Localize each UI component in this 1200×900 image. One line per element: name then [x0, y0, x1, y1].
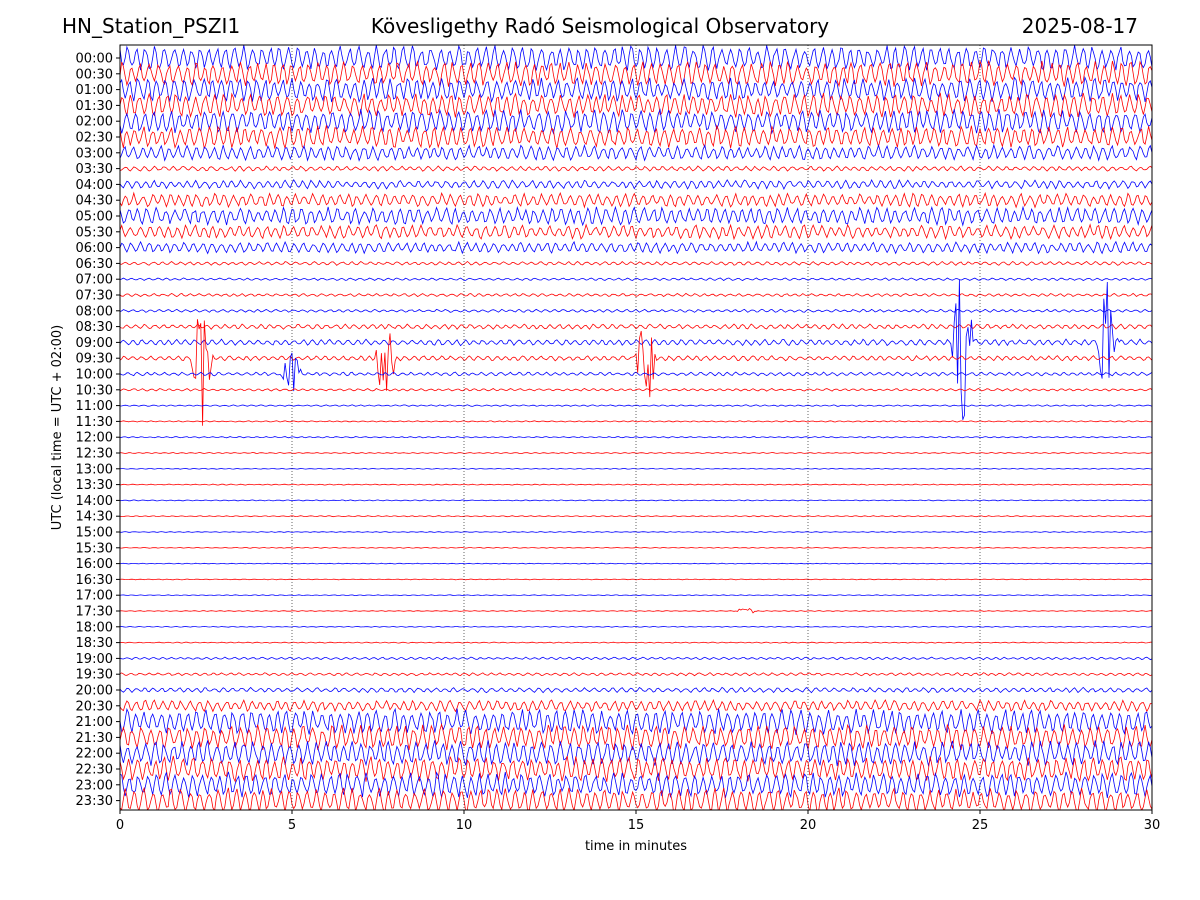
y-tick-label: 10:30: [76, 383, 113, 398]
x-tick-label: 0: [116, 818, 124, 833]
x-tick-label: 5: [288, 818, 296, 833]
y-tick-label: 16:00: [76, 557, 113, 572]
y-tick-label: 01:30: [76, 99, 113, 114]
y-tick-label: 21:30: [76, 731, 113, 746]
y-tick-label: 13:00: [76, 462, 113, 477]
y-tick-label: 01:00: [76, 83, 113, 98]
trace-row: [120, 607, 1152, 614]
y-tick-label: 18:00: [76, 620, 113, 635]
y-tick-label: 08:30: [76, 320, 113, 335]
trace-row: [120, 499, 1152, 502]
y-tick-label: 09:30: [76, 352, 113, 367]
y-tick-label: 06:30: [76, 257, 113, 272]
y-tick-label: 18:30: [76, 636, 113, 651]
y-tick-label: 22:30: [76, 763, 113, 778]
y-tick-label: 07:00: [76, 273, 113, 288]
y-tick-label: 14:00: [76, 494, 113, 509]
trace-row: [120, 722, 1152, 752]
x-tick-label: 25: [972, 818, 989, 833]
y-tick-label: 17:30: [76, 605, 113, 620]
trace-row: [120, 771, 1152, 799]
y-tick-label: 15:00: [76, 526, 113, 541]
trace-row: [120, 686, 1152, 694]
y-tick-label: 00:00: [76, 52, 113, 67]
y-tick-label: 06:00: [76, 241, 113, 256]
y-axis-title: UTC (local time = UTC + 02:00): [50, 325, 65, 530]
y-tick-label: 11:30: [76, 415, 113, 430]
y-tick-label: 17:00: [76, 589, 113, 604]
y-tick-label: 23:30: [76, 794, 113, 809]
y-tick-label: 16:30: [76, 573, 113, 588]
y-tick-label: 19:00: [76, 652, 113, 667]
y-tick-label: 11:00: [76, 399, 113, 414]
y-tick-label: 02:00: [76, 115, 113, 130]
y-tick-label: 20:30: [76, 699, 113, 714]
y-tick-label: 04:00: [76, 178, 113, 193]
trace-row: [120, 562, 1152, 565]
y-tick-label: 12:30: [76, 447, 113, 462]
y-tick-label: 05:00: [76, 210, 113, 225]
trace-row: [120, 165, 1152, 172]
y-tick-label: 19:30: [76, 668, 113, 683]
trace-row: [120, 76, 1152, 104]
x-tick-label: 10: [456, 818, 473, 833]
y-tick-label: 00:30: [76, 67, 113, 82]
y-tick-label: 15:30: [76, 541, 113, 556]
x-tick-label: 15: [628, 818, 645, 833]
y-axis-ticks: 00:0000:3001:0001:3002:0002:3003:0003:30…: [76, 52, 120, 809]
y-tick-label: 02:30: [76, 131, 113, 146]
x-tick-label: 30: [1144, 818, 1161, 833]
y-tick-label: 03:30: [76, 162, 113, 177]
trace-row: [120, 707, 1152, 736]
y-tick-label: 04:30: [76, 194, 113, 209]
y-tick-label: 13:30: [76, 478, 113, 493]
trace-row: [120, 594, 1152, 597]
y-tick-label: 10:00: [76, 368, 113, 383]
y-tick-label: 05:30: [76, 225, 113, 240]
y-tick-label: 09:00: [76, 336, 113, 351]
y-tick-label: 03:00: [76, 146, 113, 161]
record-date: 2025-08-17: [1021, 14, 1138, 38]
x-axis-ticks: 0 5 10 15 20 25 30: [116, 810, 1160, 833]
y-tick-label: 23:00: [76, 778, 113, 793]
y-tick-label: 20:00: [76, 684, 113, 699]
trace-row: [120, 483, 1152, 486]
y-tick-label: 21:00: [76, 715, 113, 730]
y-tick-label: 22:00: [76, 747, 113, 762]
trace-row: [120, 625, 1152, 628]
trace-row: [120, 546, 1152, 549]
y-tick-label: 07:30: [76, 289, 113, 304]
trace-row: [120, 436, 1152, 439]
trace-row: [120, 240, 1152, 255]
x-axis-title: time in minutes: [585, 839, 687, 854]
y-tick-label: 12:00: [76, 431, 113, 446]
trace-row: [120, 178, 1152, 190]
y-tick-label: 14:30: [76, 510, 113, 525]
x-tick-label: 20: [800, 818, 817, 833]
trace-row: [120, 223, 1152, 241]
y-tick-label: 08:00: [76, 304, 113, 319]
station-name: HN_Station_PSZI1: [62, 14, 241, 38]
trace-row: [120, 698, 1152, 713]
